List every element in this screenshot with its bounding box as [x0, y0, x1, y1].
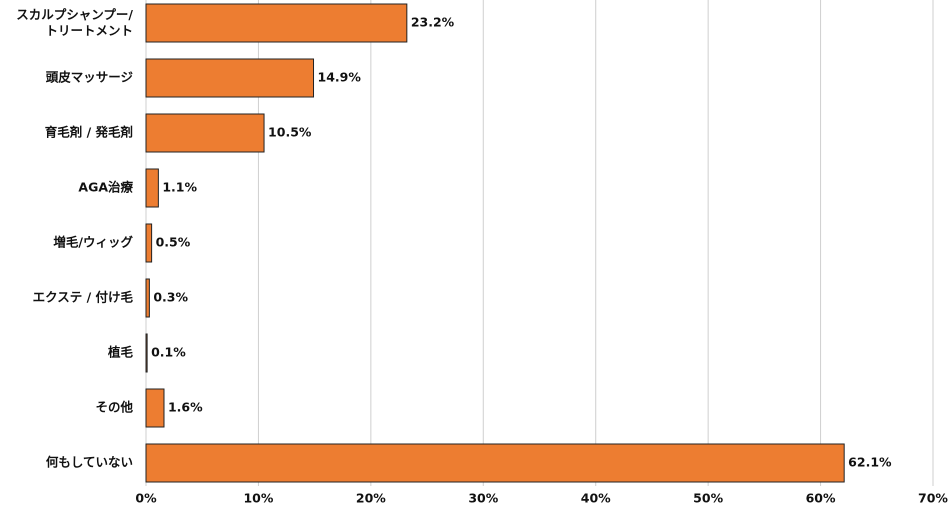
bar: [145, 168, 159, 208]
x-tick-label: 0%: [135, 491, 157, 506]
y-tick-label: AGA治療: [78, 180, 133, 195]
x-tick-label: 30%: [468, 491, 498, 506]
bar: [145, 443, 845, 483]
x-tick-label: 50%: [693, 491, 723, 506]
value-label: 14.9%: [318, 70, 362, 85]
value-label: 62.1%: [848, 455, 892, 470]
bar: [145, 388, 165, 428]
y-tick-label: 頭皮マッサージ: [46, 70, 134, 85]
y-tick-label: 植毛: [107, 345, 134, 360]
y-tick-label: 何もしていない: [46, 455, 133, 470]
bar: [145, 113, 265, 153]
value-label: 23.2%: [411, 15, 455, 30]
y-tick-label: 増毛/ウィッグ: [53, 235, 133, 250]
value-label: 0.3%: [153, 290, 188, 305]
bar: [145, 223, 153, 263]
y-tick-label: スカルプシャンプー/トリートメント: [16, 7, 133, 38]
value-label: 0.1%: [151, 345, 186, 360]
value-label: 10.5%: [268, 125, 312, 140]
y-tick-label: その他: [95, 400, 133, 415]
x-tick-label: 40%: [581, 491, 611, 506]
value-label: 1.6%: [168, 400, 203, 415]
x-tick-label: 60%: [806, 491, 836, 506]
bar: [145, 3, 408, 43]
x-tick-label: 20%: [356, 491, 386, 506]
bar: [145, 58, 315, 98]
x-tick-label: 70%: [918, 491, 948, 506]
y-tick-label: 育毛剤 / 発毛剤: [45, 125, 133, 140]
value-label: 1.1%: [162, 180, 197, 195]
y-tick-label: エクステ / 付け毛: [33, 290, 134, 305]
bar: [145, 278, 150, 318]
x-tick-label: 10%: [243, 491, 273, 506]
value-label: 0.5%: [156, 235, 191, 250]
bar: [145, 333, 148, 373]
